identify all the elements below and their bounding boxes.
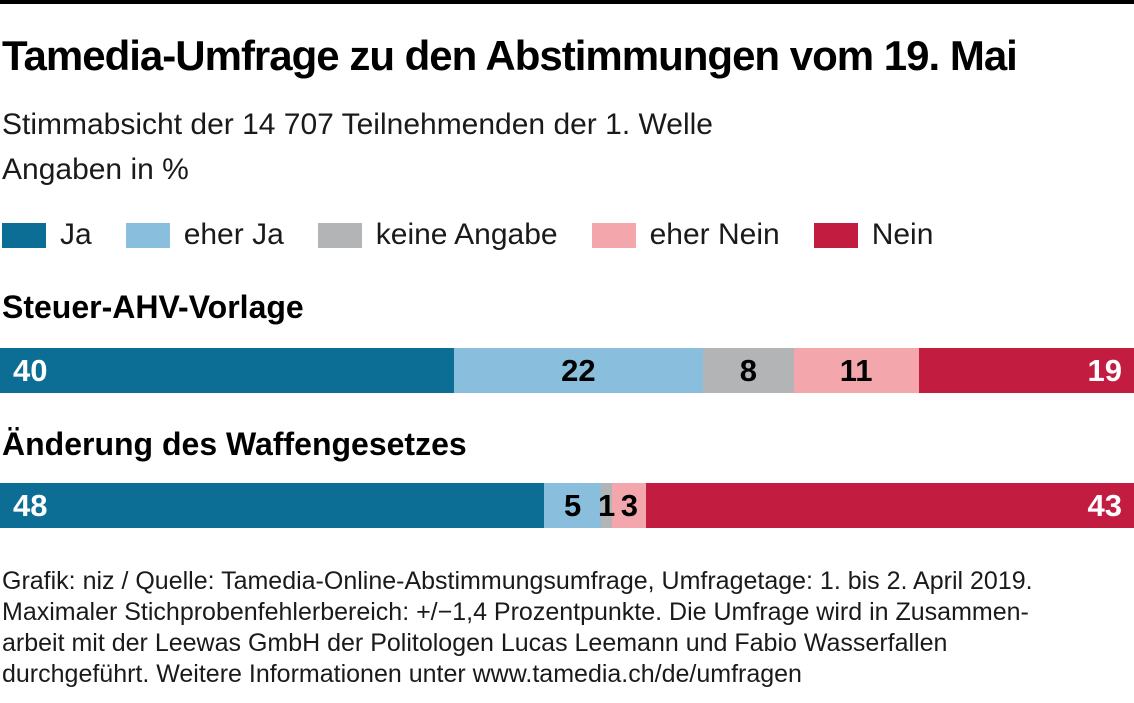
legend-swatch xyxy=(125,222,170,248)
footer-line: Grafik: niz / Quelle: Tamedia-Online-Abs… xyxy=(2,567,1033,595)
bar-segment-label: 19 xyxy=(1087,352,1122,388)
bar-segment: 8 xyxy=(703,348,794,393)
legend-item: Ja xyxy=(2,220,92,250)
legend-swatch xyxy=(2,222,46,248)
bar-segment-label: 1 xyxy=(598,487,616,523)
section-title: Änderung des Waffengesetzes xyxy=(2,426,467,462)
legend-swatch xyxy=(813,222,858,248)
legend: Ja eher Ja keine Angabe eher Nein Nein xyxy=(2,220,1134,250)
subtitle-line-1: Stimmabsicht der 14 707 Teilnehmenden de… xyxy=(2,108,713,141)
stacked-bar: 48 5 1 3 43 xyxy=(0,483,1134,528)
legend-item: eher Ja xyxy=(125,218,284,251)
footer-line: Maximaler Stichprobenfehlerbereich: +/−1… xyxy=(2,598,1029,626)
bar-segment-label: 8 xyxy=(739,352,758,388)
subtitle: Stimmabsicht der 14 707 Teilnehmenden de… xyxy=(2,102,1134,192)
legend-item: Nein xyxy=(813,218,934,251)
legend-item: eher Nein xyxy=(591,218,780,251)
section-title: Steuer-AHV-Vorlage xyxy=(2,289,304,325)
footer-line: durchgeführt. Weitere Informationen unte… xyxy=(2,660,802,688)
top-rule xyxy=(0,0,1134,4)
bar-segment: 43 xyxy=(646,483,1134,528)
bar-segment-label: 40 xyxy=(13,352,48,388)
legend-label: eher Ja xyxy=(183,218,284,251)
page-title: Tamedia-Umfrage zu den Abstimmungen vom … xyxy=(2,32,1018,79)
footer-line: arbeit mit der Leewas GmbH der Politolog… xyxy=(2,629,948,657)
bar-segment-label: 22 xyxy=(561,352,596,388)
legend-label: keine Angabe xyxy=(375,218,558,251)
legend-swatch xyxy=(591,222,636,248)
bar-segment: 19 xyxy=(918,348,1134,393)
bar-segment-label: 3 xyxy=(620,487,638,523)
stacked-bar: 40 22 8 11 19 xyxy=(0,348,1134,393)
bar-segment-label: 11 xyxy=(839,352,873,388)
bar-segment: 5 xyxy=(544,483,601,528)
bar-segment: 22 xyxy=(453,348,704,393)
bar-segment-label: 43 xyxy=(1087,487,1122,523)
legend-item: keine Angabe xyxy=(317,218,558,251)
bar-segment: 40 xyxy=(0,348,454,393)
bar-segment: 48 xyxy=(0,483,545,528)
bar-segment-label: 48 xyxy=(13,487,48,523)
bar-segment: 1 xyxy=(598,483,616,528)
legend-label: eher Nein xyxy=(649,218,780,251)
charts: Steuer-AHV-Vorlage 40 22 8 11 19 Änderung des … xyxy=(0,288,1134,528)
bar-segment: 11 xyxy=(793,348,919,393)
subtitle-line-2: Angaben in % xyxy=(2,153,189,186)
legend-label: Nein xyxy=(871,218,934,251)
footer-note: Grafik: niz / Quelle: Tamedia-Online-Abs… xyxy=(2,566,1134,690)
legend-label: Ja xyxy=(60,218,92,251)
bar-segment: 3 xyxy=(612,483,647,528)
bar-segment-label: 5 xyxy=(564,487,582,523)
legend-swatch xyxy=(317,222,362,248)
